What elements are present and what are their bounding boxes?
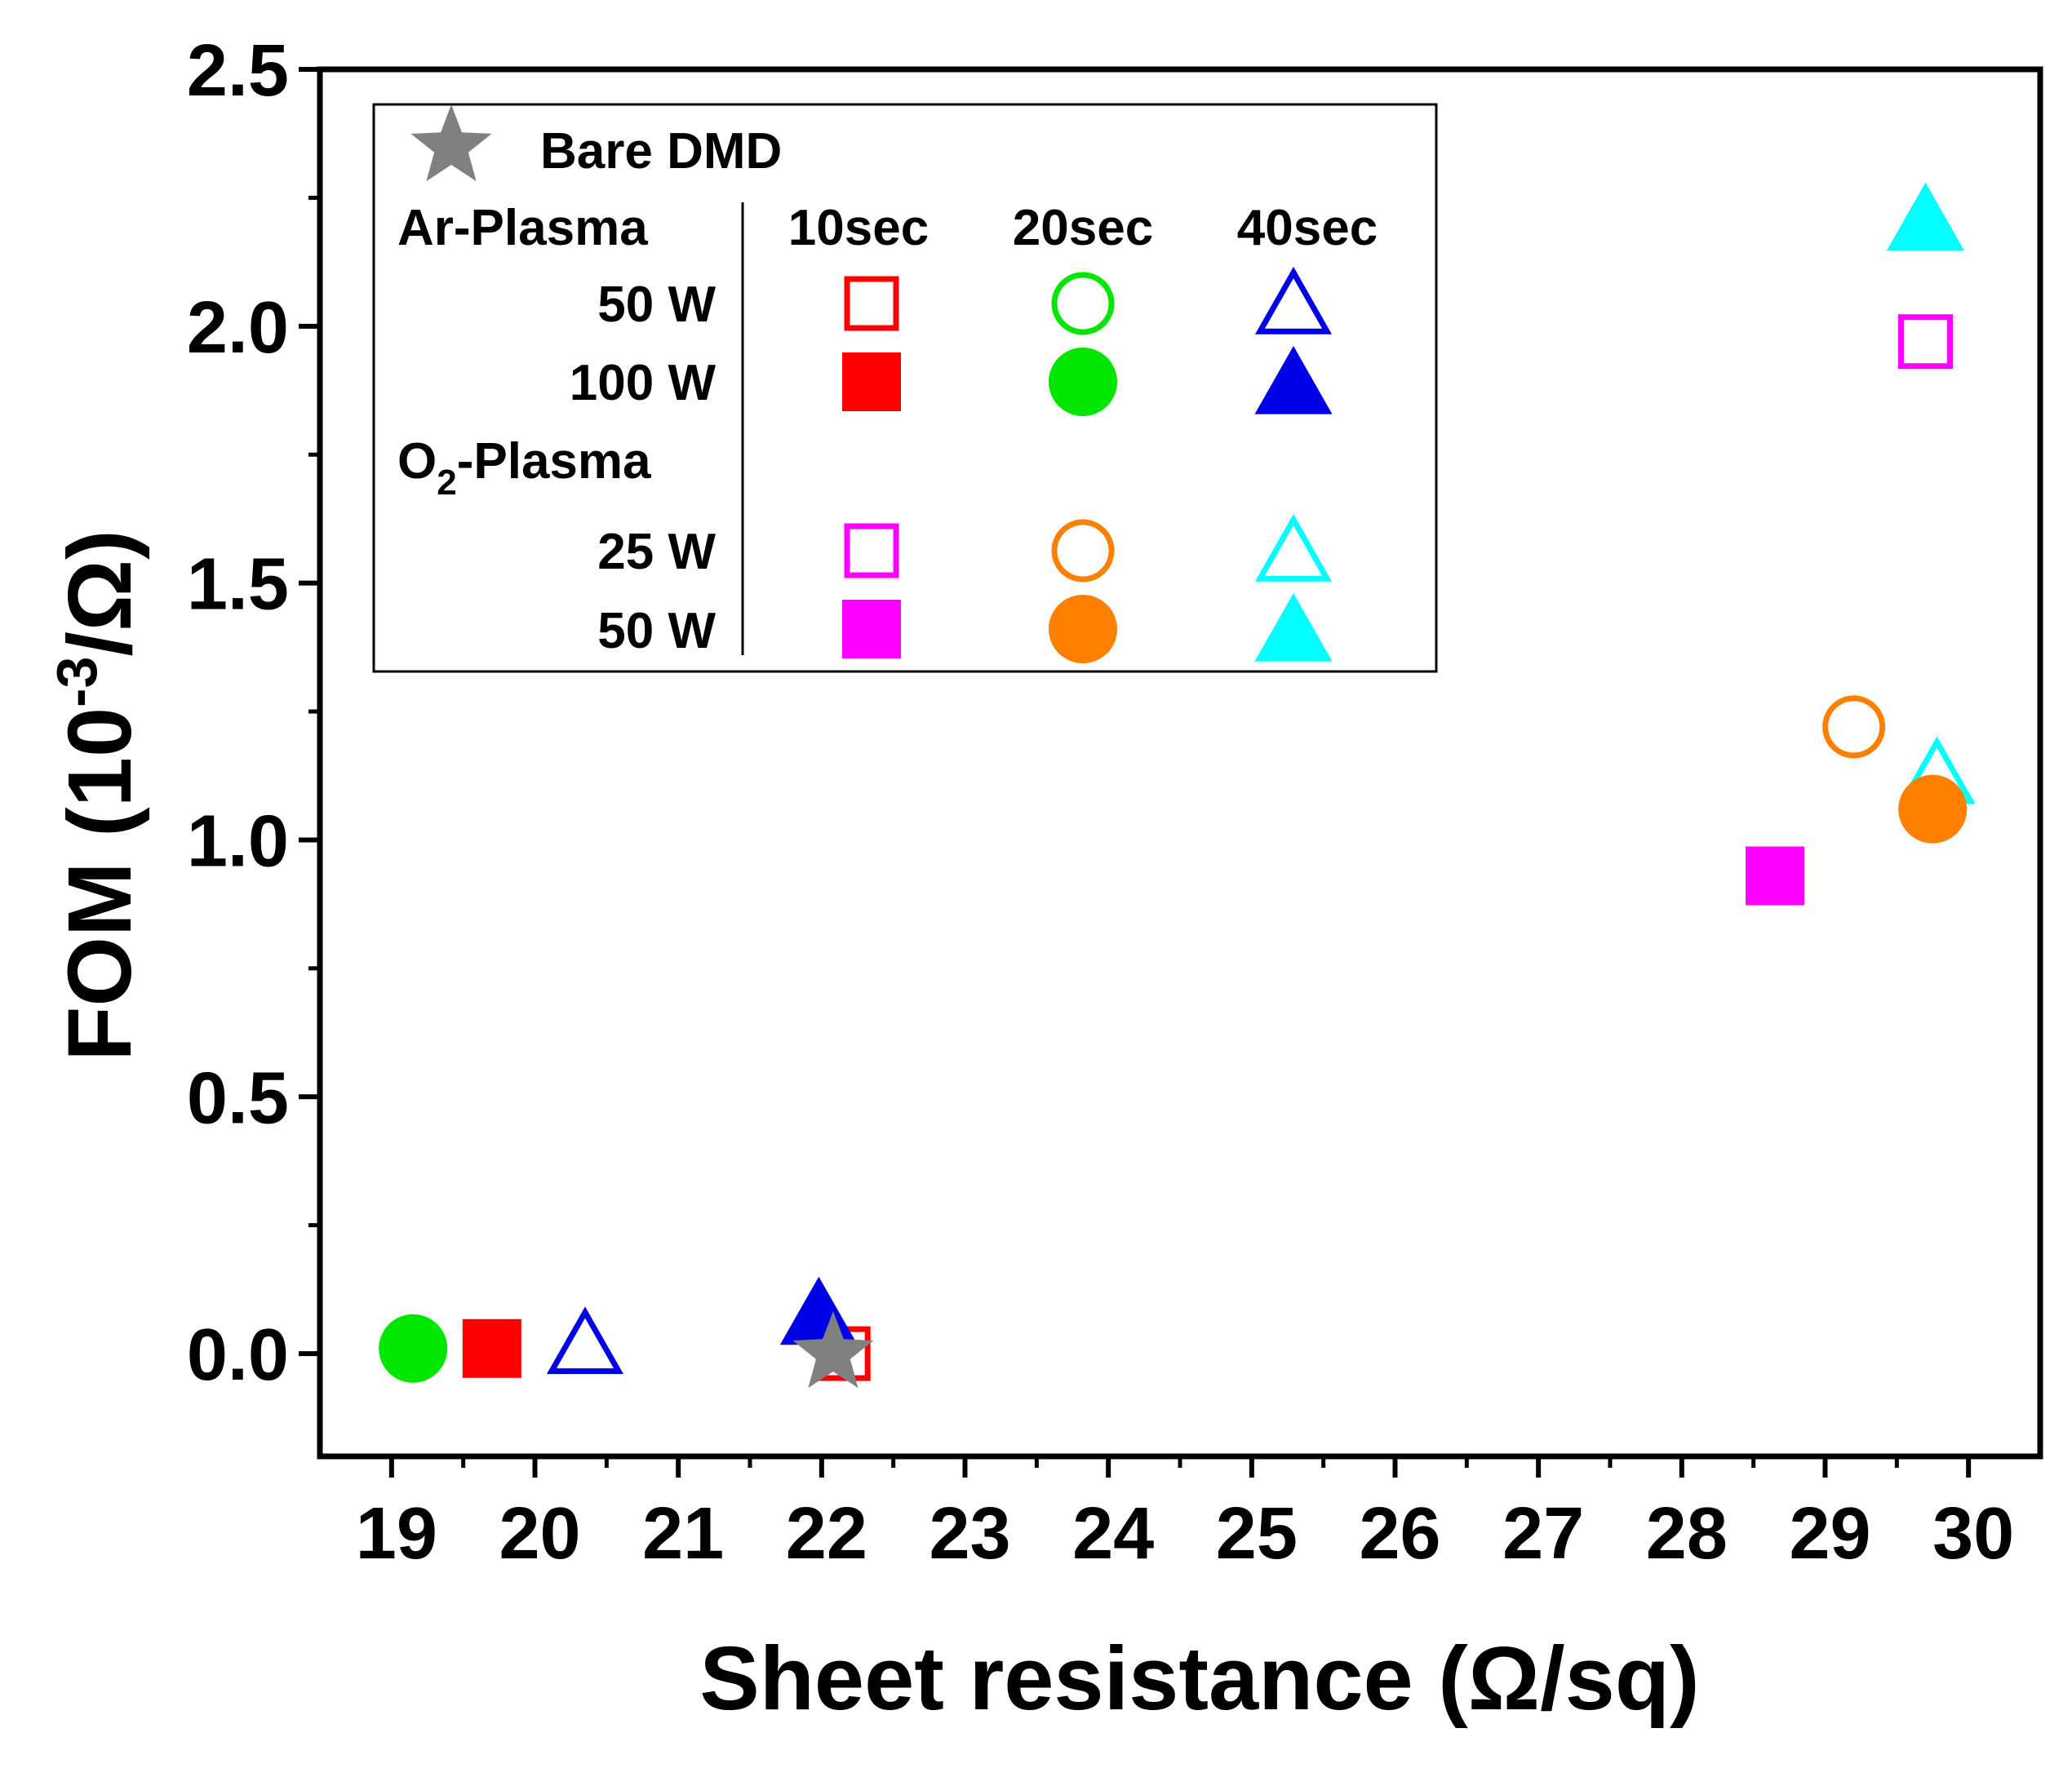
x-tick-label: 29 xyxy=(1789,1493,1870,1575)
legend-marker-ar-50w-10sec xyxy=(844,276,899,331)
data-point-ar-100w-40sec xyxy=(779,1276,858,1345)
legend-marker-o2-25w-40sec xyxy=(1254,513,1333,582)
legend-o2-label: O2-Plasma xyxy=(397,433,651,503)
data-point-o2-50w-10sec xyxy=(1746,846,1805,906)
y-tick-label: 1.0 xyxy=(187,800,289,882)
legend-marker-o2-50w-10sec xyxy=(842,600,901,658)
x-axis-title: Sheet resistance (Ω/sq) xyxy=(699,1629,1699,1729)
legend-marker-o2-50w-40sec xyxy=(1254,593,1333,662)
y-tick-label: 0.0 xyxy=(187,1314,289,1396)
legend-marker-ar-100w-40sec xyxy=(1254,346,1333,414)
x-axis: 19 20 21 22 23 24 25 26 27 28 29 30 xyxy=(356,1456,2014,1575)
legend-o2-power-50: 50 W xyxy=(597,603,716,659)
legend-ar-label: Ar-Plasma xyxy=(397,200,648,256)
x-tick-label: 30 xyxy=(1932,1493,2014,1575)
legend-bare-label: Bare DMD xyxy=(540,123,782,179)
legend-time-10: 10sec xyxy=(788,200,929,256)
y-tick-label: 1.5 xyxy=(187,544,289,626)
data-point-ar-50w-40sec xyxy=(546,1306,624,1375)
x-tick-label: 26 xyxy=(1359,1493,1440,1575)
legend-star-icon xyxy=(410,104,492,182)
data-point-bare-dmd xyxy=(792,1311,874,1389)
legend-marker-ar-100w-20sec xyxy=(1049,348,1117,416)
x-tick-label: 21 xyxy=(642,1493,724,1575)
legend-marker-o2-50w-20sec xyxy=(1049,595,1117,663)
data-point-o2-25w-20sec xyxy=(1822,695,1886,759)
data-point-o2-50w-20sec xyxy=(1898,774,1968,844)
x-tick-label: 28 xyxy=(1646,1493,1728,1575)
legend-ar-power-50: 50 W xyxy=(597,277,716,333)
legend-o2-tail: -Plasma xyxy=(457,433,651,490)
legend-time-20: 20sec xyxy=(1013,200,1153,256)
legend: Bare DMD Ar-Plasma 10sec 20sec 40sec 50 … xyxy=(372,103,1438,673)
data-point-ar-100w-20sec xyxy=(379,1314,448,1383)
y-axis-title-sup: -3 xyxy=(45,657,109,707)
legend-o2-sub: 2 xyxy=(437,463,456,503)
legend-marker-o2-25w-10sec xyxy=(844,523,899,578)
legend-marker-ar-50w-40sec xyxy=(1254,266,1333,335)
x-tick-label: 22 xyxy=(786,1493,867,1575)
legend-o2-main: O xyxy=(397,433,437,490)
legend-marker-bare-dmd xyxy=(410,104,492,182)
y-axis-title-tail: /Ω) xyxy=(50,530,150,656)
x-tick-label: 24 xyxy=(1072,1493,1154,1575)
legend-marker-ar-50w-20sec xyxy=(1051,272,1115,335)
data-point-o2-50w-40sec xyxy=(1886,182,1964,251)
legend-o2-power-25: 25 W xyxy=(597,524,716,580)
y-axis: 0.0 0.5 1.0 1.5 2.0 2.5 xyxy=(187,30,320,1396)
y-tick-label: 2.0 xyxy=(187,287,289,369)
legend-marker-ar-100w-10sec xyxy=(842,352,901,411)
data-point-ar-100w-10sec xyxy=(462,1318,521,1378)
y-axis-title: FOM (10-3/Ω) xyxy=(45,530,150,1061)
x-tick-label: 27 xyxy=(1502,1493,1584,1575)
data-points xyxy=(379,182,1976,1389)
x-tick-label: 20 xyxy=(499,1493,580,1575)
legend-markers xyxy=(842,266,1333,663)
legend-ar-power-100: 100 W xyxy=(570,355,717,411)
y-tick-label: 0.5 xyxy=(187,1057,289,1139)
x-tick-label: 19 xyxy=(356,1493,437,1575)
legend-marker-o2-25w-20sec xyxy=(1051,519,1115,583)
y-tick-label: 2.5 xyxy=(187,30,289,112)
y-axis-title-main: FOM (10 xyxy=(50,707,150,1061)
legend-time-40: 40sec xyxy=(1237,200,1378,256)
x-tick-label: 23 xyxy=(929,1493,1010,1575)
data-point-o2-25w-10sec xyxy=(1897,314,1953,370)
x-tick-label: 25 xyxy=(1216,1493,1298,1575)
